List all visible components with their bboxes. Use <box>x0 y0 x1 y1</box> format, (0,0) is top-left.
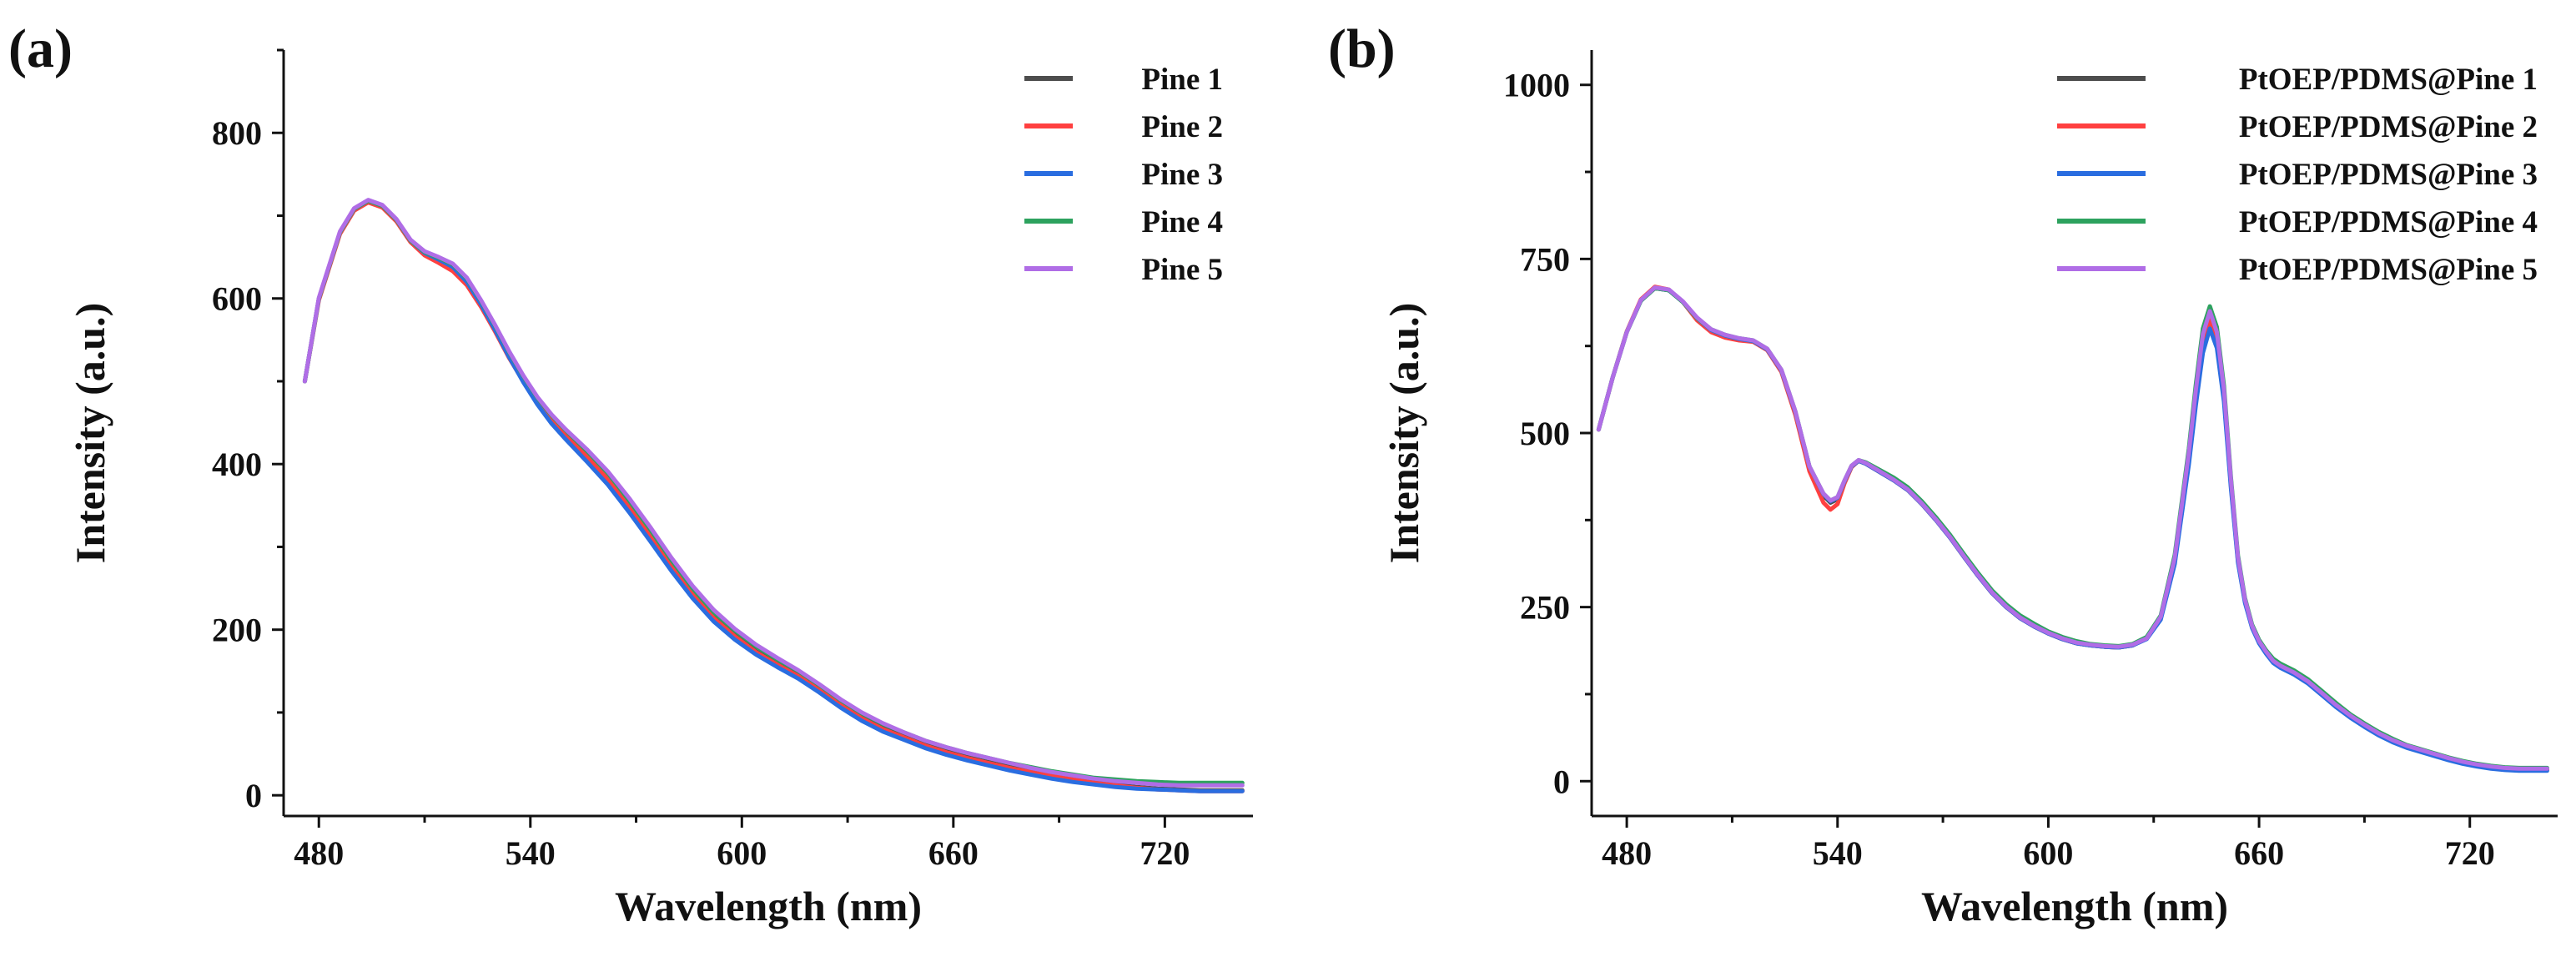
y-axis-title: Intensity (a.u.) <box>1381 303 1427 564</box>
legend-label-2: PtOEP/PDMS@Pine 2 <box>2239 110 2538 144</box>
y-tick-label: 600 <box>212 280 262 318</box>
y-tick-label: 400 <box>212 446 262 483</box>
series-line-2 <box>1596 285 2549 773</box>
x-axis-title: Wavelength (nm) <box>1921 883 2228 929</box>
x-tick-label: 660 <box>928 834 979 872</box>
series-line-3 <box>302 199 1245 793</box>
chart-panel-b: (b) 480 540 600 660 720 0 250 500 750 1000 Waveleng… <box>1328 18 2558 929</box>
legend: Pine 1 Pine 2 Pine 3 Pine 4 Pine 5 <box>1024 63 1223 287</box>
x-tick-label: 540 <box>506 834 556 872</box>
legend-label-5: Pine 5 <box>1141 253 1223 287</box>
legend-label-2: Pine 2 <box>1141 110 1223 144</box>
y-tick-label: 0 <box>1553 763 1570 800</box>
x-tick-label: 600 <box>2023 834 2073 872</box>
y-tick-label: 200 <box>212 612 262 649</box>
legend-label-4: PtOEP/PDMS@Pine 4 <box>2239 205 2538 239</box>
y-tick-label: 0 <box>245 777 262 814</box>
x-tick-label: 720 <box>2445 834 2495 872</box>
y-tick-label: 800 <box>212 114 262 152</box>
x-tick-label: 480 <box>294 834 344 872</box>
x-tick-label: 720 <box>1140 834 1190 872</box>
x-tick-label: 480 <box>1602 834 1652 872</box>
legend: PtOEP/PDMS@Pine 1 PtOEP/PDMS@Pine 2 PtOEP/… <box>2057 63 2538 287</box>
panel-label: (b) <box>1328 18 1396 79</box>
legend-label-5: PtOEP/PDMS@Pine 5 <box>2239 253 2538 287</box>
series-group <box>1596 285 2549 773</box>
y-tick-label: 1000 <box>1503 67 1570 104</box>
legend-label-1: PtOEP/PDMS@Pine 1 <box>2239 63 2538 97</box>
x-tick-label: 660 <box>2234 834 2284 872</box>
series-line-1 <box>302 199 1245 793</box>
x-tick-label: 540 <box>1813 834 1863 872</box>
series-line-5 <box>302 198 1245 788</box>
legend-label-3: Pine 3 <box>1141 158 1223 192</box>
series-line-4 <box>1596 285 2549 770</box>
legend-label-4: Pine 4 <box>1141 205 1223 239</box>
series-line-3 <box>1596 285 2549 773</box>
x-tick-label: 600 <box>717 834 767 872</box>
y-tick-label: 500 <box>1520 415 1570 452</box>
series-line-2 <box>302 200 1245 793</box>
series-line-5 <box>1596 285 2549 771</box>
y-tick-label: 750 <box>1520 240 1570 278</box>
legend-label-3: PtOEP/PDMS@Pine 3 <box>2239 158 2538 192</box>
y-tick-label: 250 <box>1520 589 1570 627</box>
x-axis-title: Wavelength (nm) <box>615 883 922 929</box>
chart-panel-a: (a) 480 540 600 660 720 0 200 400 600 800 Wavelengt… <box>8 18 1253 929</box>
series-line-4 <box>302 199 1245 785</box>
legend-label-1: Pine 1 <box>1141 63 1223 97</box>
panel-label: (a) <box>8 18 73 79</box>
series-line-1 <box>1596 285 2549 772</box>
y-axis-title: Intensity (a.u.) <box>67 303 113 564</box>
series-group <box>302 198 1245 793</box>
